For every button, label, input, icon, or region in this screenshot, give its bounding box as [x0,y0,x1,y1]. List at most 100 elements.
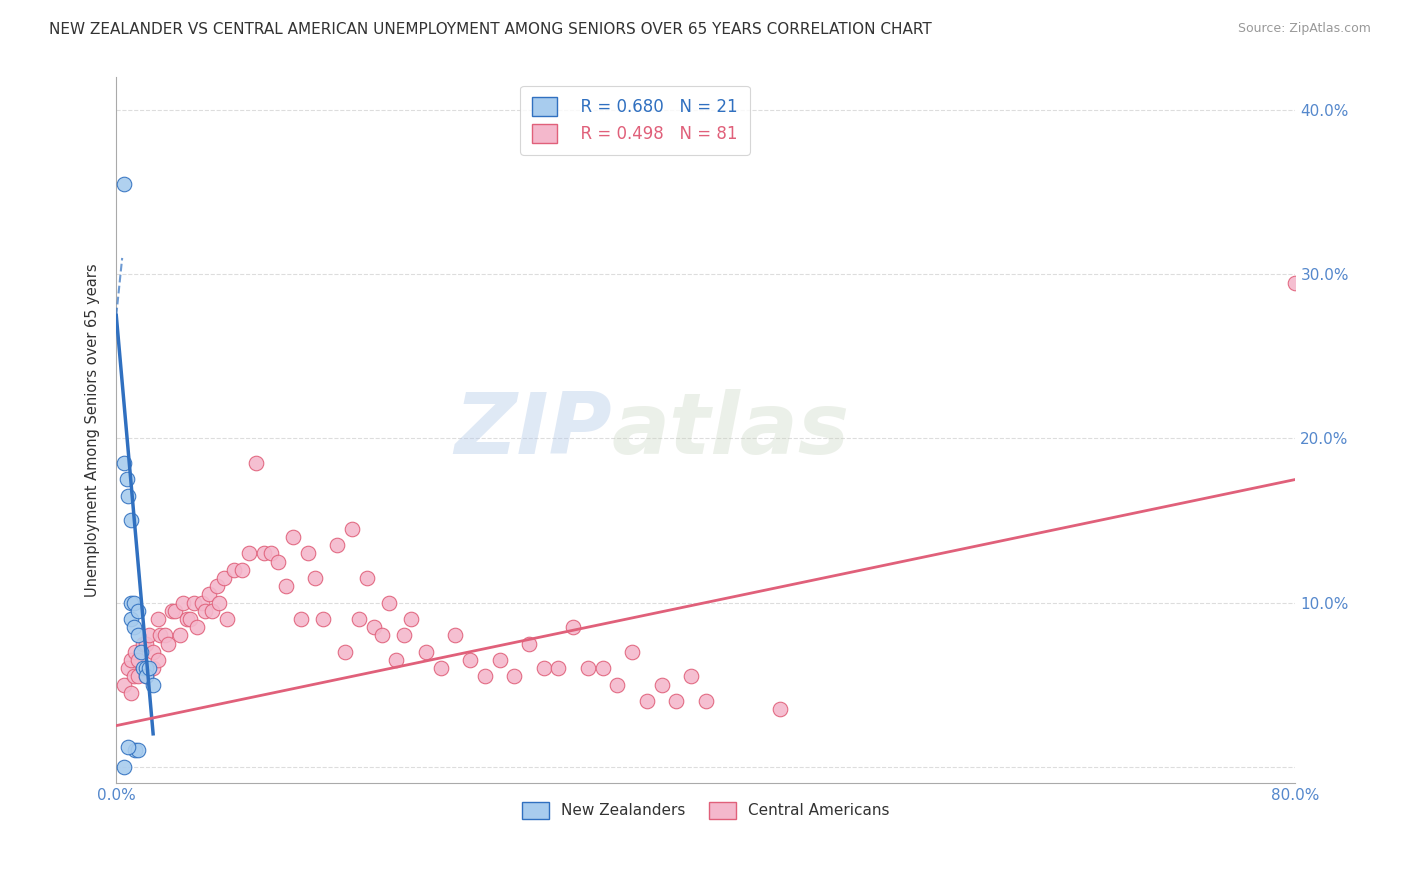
Point [142,677,165,691]
Point [112,759,135,773]
Point [120,514,142,528]
Point [370,628,392,642]
Point [127,653,149,667]
Point [169,628,191,642]
Point [124,645,146,659]
Point [349,612,371,626]
Point [245,456,267,470]
Point [274,579,297,593]
Point [122,669,145,683]
Text: NEW ZEALANDER VS CENTRAL AMERICAN UNEMPLOYMENT AMONG SENIORS OVER 65 YEARS CORRE: NEW ZEALANDER VS CENTRAL AMERICAN UNEMPL… [49,22,932,37]
Point [135,661,157,675]
Point [533,661,555,675]
Point [131,645,153,659]
Point [458,653,481,667]
Point [333,645,356,659]
Point [122,620,145,634]
Point [592,661,614,675]
Point [115,473,138,487]
Point [156,636,179,650]
Point [576,661,599,675]
Point [201,604,224,618]
Point [231,563,253,577]
Point [205,579,228,593]
Point [562,620,585,634]
Point [621,645,644,659]
Point [1284,276,1306,290]
Point [127,669,149,683]
Point [474,669,496,683]
Point [135,669,157,683]
Point [681,669,703,683]
Point [183,595,205,609]
Point [224,563,246,577]
Point [768,702,790,716]
Point [127,604,149,618]
Point [215,612,238,626]
Point [112,177,135,191]
Point [135,636,157,650]
Point [149,628,172,642]
Point [179,612,201,626]
Point [162,604,184,618]
Point [212,571,235,585]
Point [304,571,326,585]
Point [356,571,378,585]
Point [651,677,673,691]
Point [127,628,149,642]
Point [311,612,333,626]
Point [208,595,231,609]
Point [297,546,319,560]
Point [138,661,160,675]
Point [138,628,160,642]
Point [142,661,165,675]
Point [547,661,569,675]
Point [444,628,467,642]
Point [112,456,135,470]
Point [503,669,526,683]
Point [120,595,142,609]
Point [326,538,349,552]
Point [153,628,176,642]
Point [165,604,187,618]
Point [127,743,149,757]
Legend: New Zealanders, Central Americans: New Zealanders, Central Americans [516,796,896,825]
Point [117,489,139,503]
Point [198,587,221,601]
Point [120,612,142,626]
Text: atlas: atlas [612,389,849,472]
Point [120,686,142,700]
Point [132,661,155,675]
Point [363,620,385,634]
Point [399,612,422,626]
Point [191,595,214,609]
Point [378,595,401,609]
Point [194,604,217,618]
Point [253,546,276,560]
Text: ZIP: ZIP [454,389,612,472]
Point [117,661,139,675]
Point [172,595,194,609]
Point [606,677,628,691]
Y-axis label: Unemployment Among Seniors over 65 years: Unemployment Among Seniors over 65 years [86,263,100,597]
Point [429,661,451,675]
Text: Source: ZipAtlas.com: Source: ZipAtlas.com [1237,22,1371,36]
Point [385,653,408,667]
Point [392,628,415,642]
Point [695,694,717,708]
Point [665,694,688,708]
Point [267,555,290,569]
Point [120,653,142,667]
Point [260,546,283,560]
Point [176,612,198,626]
Point [636,694,658,708]
Point [135,669,157,683]
Point [415,645,437,659]
Point [122,595,145,609]
Point [517,636,540,650]
Point [340,522,363,536]
Point [132,636,155,650]
Point [117,739,139,754]
Point [112,677,135,691]
Point [146,612,169,626]
